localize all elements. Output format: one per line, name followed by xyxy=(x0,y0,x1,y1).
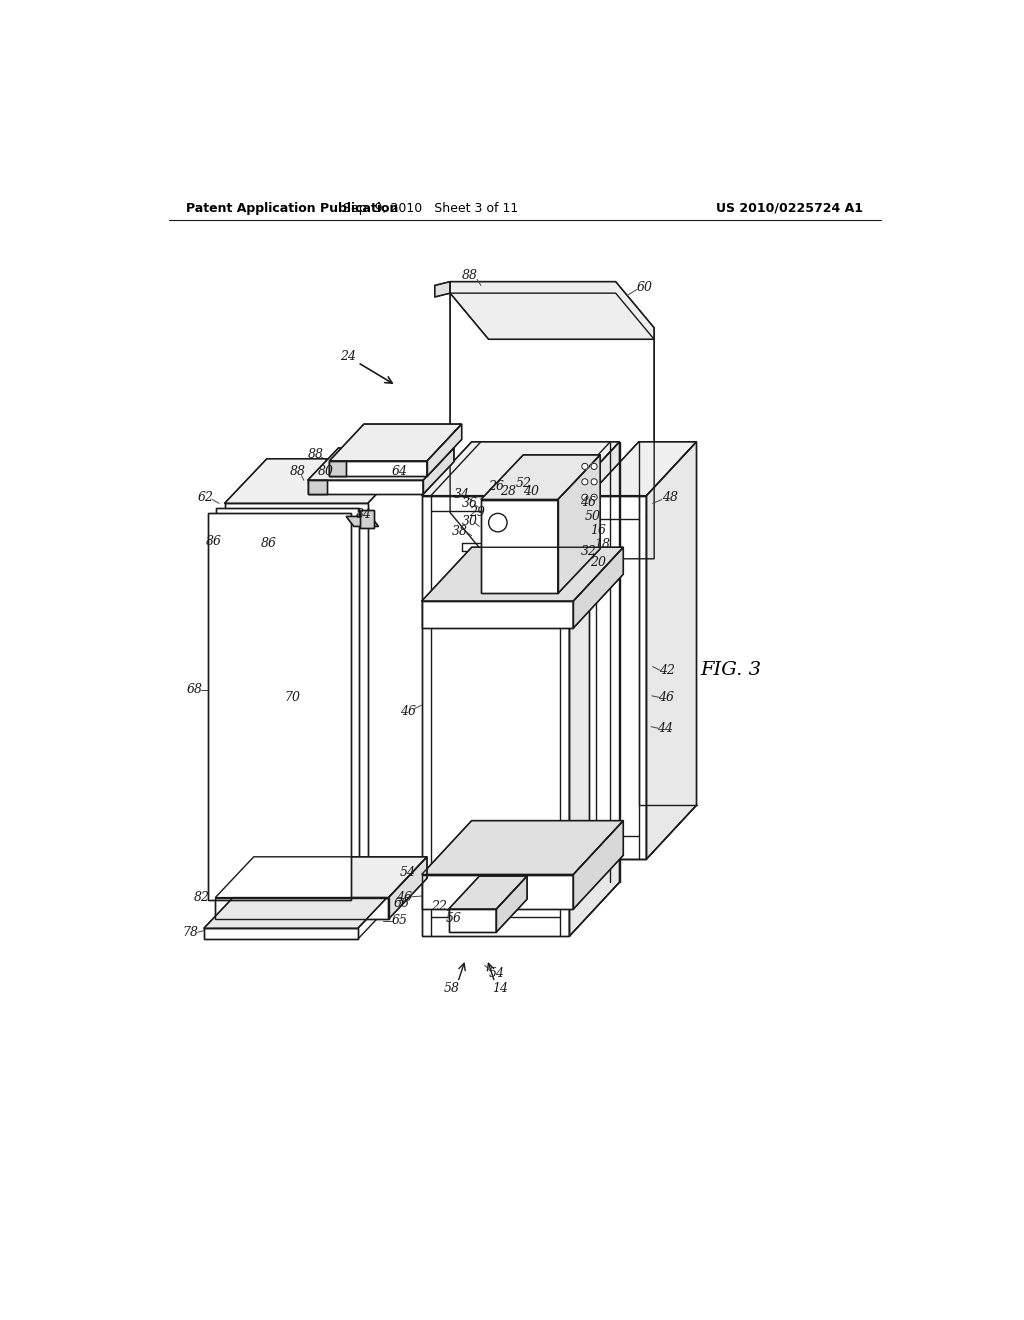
Text: Patent Application Publication: Patent Application Publication xyxy=(186,202,398,215)
Polygon shape xyxy=(224,459,410,503)
Polygon shape xyxy=(224,503,368,890)
Polygon shape xyxy=(422,496,569,936)
Text: 22: 22 xyxy=(430,900,446,913)
Text: 62: 62 xyxy=(198,491,213,504)
Text: 88: 88 xyxy=(290,465,305,478)
Polygon shape xyxy=(346,516,379,527)
Text: Sep. 9, 2010   Sheet 3 of 11: Sep. 9, 2010 Sheet 3 of 11 xyxy=(343,202,518,215)
Text: 86: 86 xyxy=(261,537,278,550)
Circle shape xyxy=(488,513,507,532)
Text: 18: 18 xyxy=(594,537,610,550)
Polygon shape xyxy=(307,480,327,494)
Polygon shape xyxy=(569,442,620,936)
Text: US 2010/0225724 A1: US 2010/0225724 A1 xyxy=(716,202,863,215)
Polygon shape xyxy=(215,898,388,919)
Polygon shape xyxy=(215,857,427,898)
Polygon shape xyxy=(330,461,427,477)
Text: 36: 36 xyxy=(462,496,477,510)
Polygon shape xyxy=(589,442,696,496)
Polygon shape xyxy=(481,455,600,499)
Text: 28: 28 xyxy=(500,484,516,498)
Text: 46: 46 xyxy=(658,690,675,704)
Polygon shape xyxy=(558,455,600,594)
Polygon shape xyxy=(422,875,573,909)
Text: 24: 24 xyxy=(340,350,356,363)
Circle shape xyxy=(591,463,597,470)
Circle shape xyxy=(582,494,588,500)
Text: 46: 46 xyxy=(399,705,416,718)
Text: 44: 44 xyxy=(657,722,673,735)
Circle shape xyxy=(591,479,597,484)
Text: 82: 82 xyxy=(195,891,210,904)
Text: 84: 84 xyxy=(356,508,372,521)
Text: 40: 40 xyxy=(523,484,539,498)
Text: 66: 66 xyxy=(393,898,410,911)
Text: 88: 88 xyxy=(307,449,324,462)
Polygon shape xyxy=(481,499,558,594)
Text: 54: 54 xyxy=(399,866,416,879)
Text: 86: 86 xyxy=(206,536,222,548)
Polygon shape xyxy=(573,548,624,628)
Polygon shape xyxy=(204,898,387,928)
Text: 64: 64 xyxy=(392,465,408,478)
Polygon shape xyxy=(497,876,527,932)
Polygon shape xyxy=(307,447,454,480)
Polygon shape xyxy=(216,508,359,895)
Polygon shape xyxy=(449,909,497,932)
Text: 60: 60 xyxy=(637,281,653,294)
Circle shape xyxy=(591,494,597,500)
Polygon shape xyxy=(451,281,654,339)
Text: 46: 46 xyxy=(396,891,412,904)
Circle shape xyxy=(582,479,588,484)
Polygon shape xyxy=(646,442,696,859)
Text: 30: 30 xyxy=(462,515,477,528)
Polygon shape xyxy=(422,442,620,496)
Polygon shape xyxy=(422,601,573,628)
Polygon shape xyxy=(388,857,427,919)
Text: 65: 65 xyxy=(392,915,408,927)
Polygon shape xyxy=(451,293,654,558)
Polygon shape xyxy=(422,548,624,601)
Text: 38: 38 xyxy=(453,524,468,537)
Polygon shape xyxy=(330,424,462,461)
Text: 32: 32 xyxy=(581,545,597,557)
Text: 78: 78 xyxy=(182,925,199,939)
Text: 50: 50 xyxy=(585,510,600,523)
Polygon shape xyxy=(435,281,451,297)
Text: 88: 88 xyxy=(462,269,477,282)
Text: 52: 52 xyxy=(515,477,531,490)
Text: 48: 48 xyxy=(662,491,678,504)
Text: 54: 54 xyxy=(488,966,504,979)
Text: 42: 42 xyxy=(659,664,675,677)
Text: 14: 14 xyxy=(493,982,508,995)
Text: 80: 80 xyxy=(317,465,334,478)
Text: 34: 34 xyxy=(454,488,470,502)
Polygon shape xyxy=(208,513,351,900)
Text: 26: 26 xyxy=(488,480,504,492)
Text: 20: 20 xyxy=(590,556,606,569)
Text: 29: 29 xyxy=(469,506,485,519)
Polygon shape xyxy=(330,461,346,477)
Polygon shape xyxy=(422,821,624,875)
Circle shape xyxy=(582,463,588,470)
Text: 58: 58 xyxy=(443,982,460,995)
Polygon shape xyxy=(449,876,527,909)
Polygon shape xyxy=(204,928,357,940)
Polygon shape xyxy=(307,480,423,494)
Polygon shape xyxy=(589,496,646,859)
Text: 56: 56 xyxy=(446,912,462,925)
Polygon shape xyxy=(427,424,462,477)
Text: 68: 68 xyxy=(186,684,203,696)
Text: 46: 46 xyxy=(580,496,596,510)
Polygon shape xyxy=(573,821,624,909)
Text: 70: 70 xyxy=(285,690,300,704)
Text: FIG. 3: FIG. 3 xyxy=(700,661,762,680)
Text: 16: 16 xyxy=(590,524,606,537)
Polygon shape xyxy=(360,510,374,528)
Polygon shape xyxy=(423,447,454,494)
